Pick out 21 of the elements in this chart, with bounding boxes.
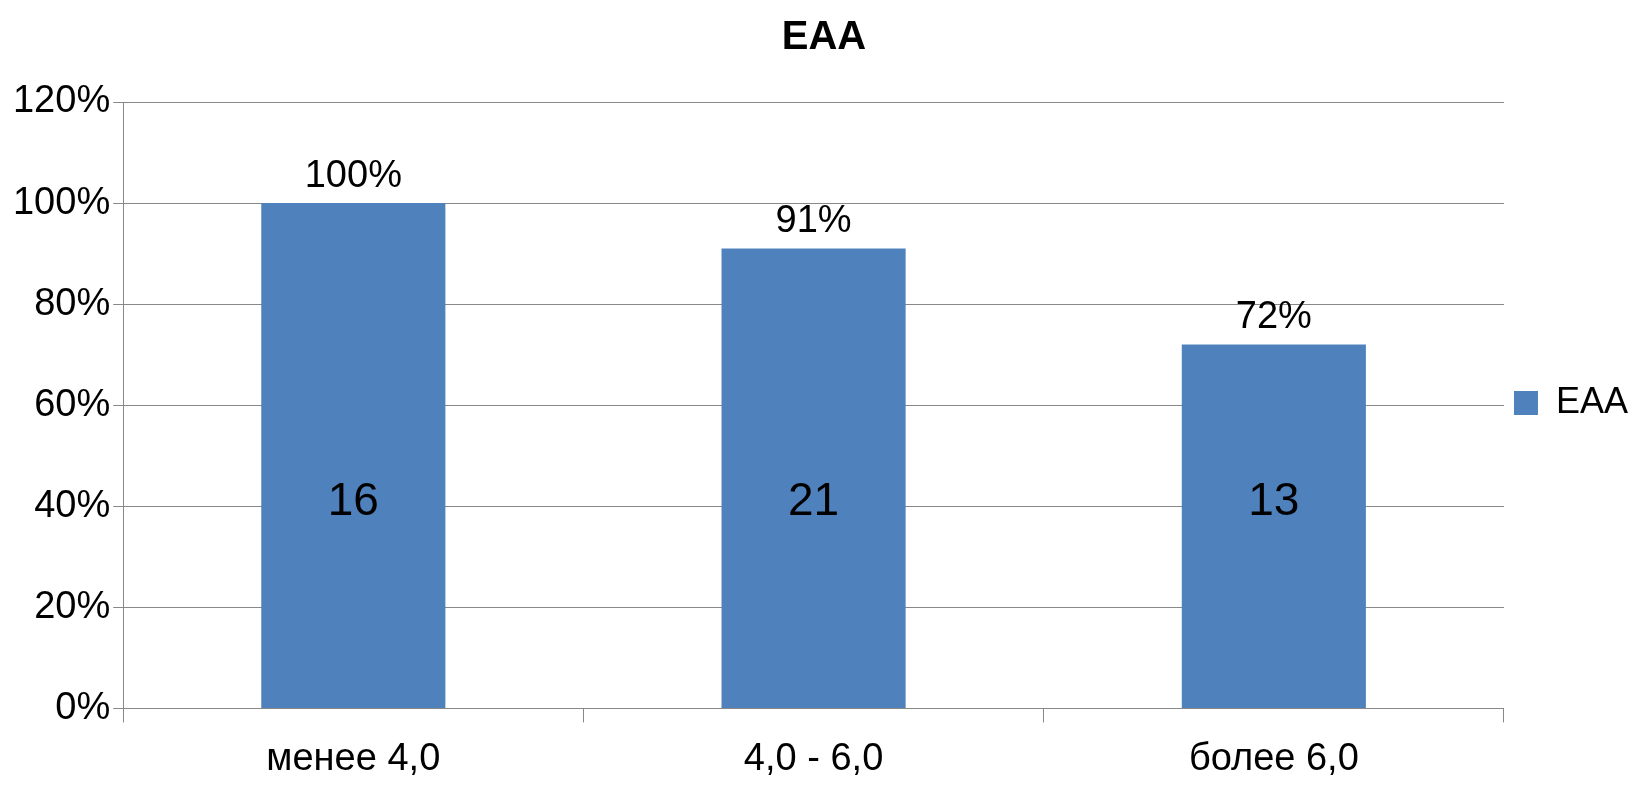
- data-label: 91%: [775, 198, 852, 241]
- y-tick-label: 80%: [34, 280, 111, 323]
- annotation: 13: [1248, 472, 1300, 525]
- y-tick-label: 20%: [34, 583, 111, 626]
- bar: [721, 248, 906, 708]
- x-tick-label: менее 4,0: [266, 735, 441, 778]
- x-tick-label: более 6,0: [1188, 735, 1359, 778]
- y-tick-label: 0%: [55, 684, 111, 727]
- annotation: 16: [327, 472, 379, 525]
- bar: [261, 203, 446, 708]
- x-tick-label: 4,0 - 6,0: [743, 735, 884, 778]
- legend-label: EAA: [1555, 379, 1629, 421]
- annotation: 21: [787, 472, 840, 525]
- bar: [1181, 344, 1366, 708]
- data-label: 100%: [304, 152, 402, 195]
- y-tick-label: 60%: [34, 381, 111, 424]
- data-label: 72%: [1235, 294, 1312, 337]
- y-tick-label: 40%: [34, 482, 111, 525]
- y-tick-label: 100%: [12, 179, 111, 222]
- chart-title: EAA: [781, 13, 867, 58]
- y-tick-label: 120%: [12, 78, 111, 121]
